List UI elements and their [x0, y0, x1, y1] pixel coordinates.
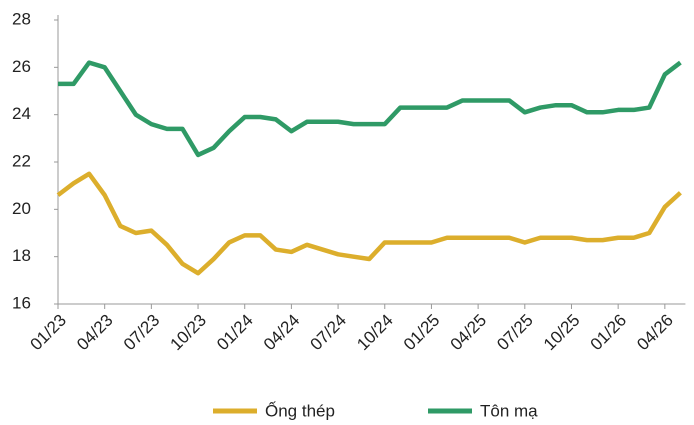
line-series	[58, 60, 682, 158]
x-tick-label: 07/25	[493, 311, 537, 355]
x-tick-label: 01/24	[213, 311, 257, 355]
x-tick-label: 10/24	[353, 311, 397, 355]
x-tick-label: 04/25	[447, 311, 491, 355]
legend-item: Tôn mạ	[428, 401, 538, 420]
x-tick-label: 04/26	[633, 311, 677, 355]
y-tick-label: 22	[12, 151, 31, 170]
y-tick-label: 24	[12, 104, 31, 123]
x-tick-label: 04/23	[73, 311, 117, 355]
legend-item: Ống thép	[213, 400, 335, 420]
y-tick-label: 26	[12, 57, 31, 76]
y-tick-label: 16	[12, 293, 31, 312]
y-tick-label: 28	[12, 9, 31, 28]
x-tick-label: 01/25	[400, 311, 444, 355]
line-series	[56, 171, 682, 276]
x-tick-label: 01/26	[587, 311, 631, 355]
x-tick-label: 04/24	[260, 311, 304, 355]
x-tick-label: 07/24	[307, 311, 351, 355]
x-tick-label: 10/25	[540, 311, 584, 355]
legend-label: Ống thép	[265, 400, 335, 420]
x-tick-label: 01/23	[26, 311, 70, 355]
x-tick-label: 07/23	[120, 311, 164, 355]
x-tick-label: 10/23	[167, 311, 211, 355]
legend-label: Tôn mạ	[480, 401, 538, 420]
y-tick-label: 20	[12, 199, 31, 218]
y-tick-label: 18	[12, 246, 31, 265]
